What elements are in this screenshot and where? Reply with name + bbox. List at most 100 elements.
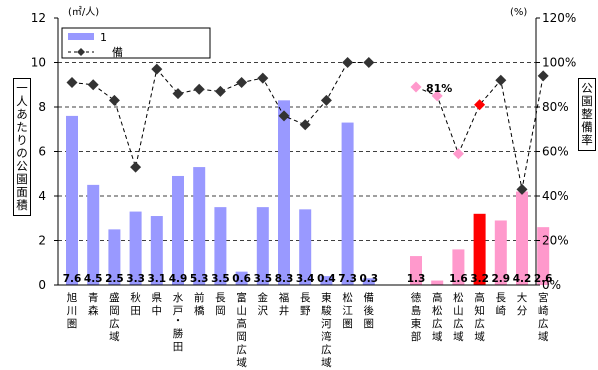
- bar-value-label: 3.2: [470, 273, 489, 285]
- bar-value-label: 7.6: [63, 273, 82, 285]
- legend: 1 備: [61, 27, 211, 59]
- rate-marker: [320, 94, 332, 106]
- bar-value-label: 0.4: [317, 273, 336, 285]
- rate-marker: [363, 57, 375, 68]
- bar-value-label: 2.9: [491, 273, 510, 285]
- y-tick-label: 10: [31, 56, 46, 70]
- legend-box: [61, 27, 211, 59]
- category-label: 松江圏: [342, 291, 353, 330]
- bar: [431, 280, 444, 285]
- category-label: 秋田: [130, 291, 141, 317]
- bar-value-label: 2.5: [105, 273, 124, 285]
- y-tick-label: 6: [38, 145, 46, 159]
- bar: [320, 276, 333, 285]
- bar: [129, 211, 142, 285]
- bar: [278, 100, 290, 285]
- rate-marker: [452, 148, 464, 160]
- category-label: 大分: [517, 291, 528, 317]
- bar: [473, 213, 486, 285]
- category-label: 福井: [279, 291, 290, 317]
- bar: [299, 209, 312, 285]
- y2-tick-label: 60%: [542, 145, 569, 159]
- rate-marker: [108, 94, 120, 106]
- rate-marker: [87, 79, 99, 91]
- bar-value-label: 3.4: [296, 273, 315, 285]
- bar-value-label: 4.5: [84, 273, 103, 285]
- bar: [87, 184, 100, 285]
- rate-marker: [537, 70, 549, 82]
- bar-value-label: 3.5: [211, 273, 230, 285]
- bar: [494, 220, 507, 285]
- rate-marker: [236, 77, 248, 89]
- bar: [235, 271, 248, 285]
- bar: [537, 227, 550, 285]
- bar: [256, 207, 269, 285]
- bar-value-label: 1.6: [449, 273, 468, 285]
- legend-marker-swatch: [77, 48, 85, 56]
- bar-value-label: 3.5: [253, 273, 272, 285]
- category-label: 高知広域: [474, 291, 485, 343]
- bar: [410, 256, 422, 285]
- rate-marker: [299, 119, 311, 131]
- category-label: 富山高岡広域: [236, 291, 247, 369]
- y2-tick-label: 80%: [542, 100, 569, 114]
- y-tick-label: 4: [38, 189, 46, 203]
- category-label: 青森: [88, 291, 99, 317]
- category-label: 備後圏: [364, 291, 375, 330]
- bar-value-label: 0.3: [359, 273, 378, 285]
- rate-marker: [342, 57, 354, 68]
- category-label: 長岡: [215, 292, 226, 317]
- rate-marker: [172, 88, 184, 100]
- y-tick-label: 2: [38, 234, 46, 248]
- y-axis-right-title: 公園整備率: [578, 78, 596, 151]
- y-tick-label: 12: [31, 11, 46, 25]
- bar: [193, 167, 206, 285]
- series-line: [71, 62, 369, 170]
- bar: [150, 216, 163, 285]
- y2-tick-label: 100%: [542, 56, 576, 70]
- legend-bar-label: 1: [100, 31, 107, 44]
- bar: [341, 122, 354, 285]
- y2-tick-label: 40%: [542, 189, 569, 203]
- category-label: 松山広域: [453, 291, 464, 343]
- bar-value-label: 0.6: [232, 273, 251, 285]
- bar-value-label: 5.3: [190, 273, 209, 285]
- rate-marker: [214, 85, 226, 97]
- rate-marker: [66, 77, 78, 89]
- bar-value-label: 8.3: [275, 273, 294, 285]
- category-label: 東駿河湾広域: [321, 291, 332, 369]
- y2-tick-label: 120%: [542, 11, 576, 25]
- category-label: 長野: [300, 292, 311, 317]
- bar-value-label: 1.3: [407, 273, 426, 285]
- rate-marker: [431, 90, 443, 102]
- callout-label: 81%: [426, 82, 452, 95]
- bar: [108, 229, 121, 285]
- left-unit-label: (㎡/人): [68, 6, 99, 18]
- y-tick-label: 0: [38, 278, 46, 292]
- bar-value-label: 4.2: [513, 273, 532, 285]
- bar: [452, 249, 465, 285]
- category-label: 水戸・勝田: [173, 292, 184, 353]
- bar-value-label: 4.9: [169, 273, 188, 285]
- category-label: 県中: [152, 292, 163, 317]
- rate-marker: [193, 83, 205, 95]
- y-tick-label: 8: [38, 100, 46, 114]
- rate-marker: [410, 81, 422, 93]
- category-label: 金沢: [258, 291, 269, 317]
- bar: [66, 115, 78, 286]
- rate-marker: [495, 74, 507, 86]
- bar-value-label: 2.6: [534, 273, 553, 285]
- category-label: 宮崎広域: [538, 291, 549, 343]
- category-label: 高松広域: [432, 291, 443, 343]
- category-label: 盛岡広域: [109, 291, 120, 343]
- y-axis-left-title: 一人あたりの公園面積: [13, 78, 31, 216]
- category-label: 旭川圏: [67, 292, 78, 330]
- rate-marker: [151, 63, 163, 75]
- rate-marker: [516, 183, 528, 195]
- bar: [516, 191, 528, 285]
- y2-tick-label: 0%: [542, 278, 561, 292]
- bar-value-label: 7.3: [338, 273, 357, 285]
- category-label: 前橋: [194, 291, 205, 317]
